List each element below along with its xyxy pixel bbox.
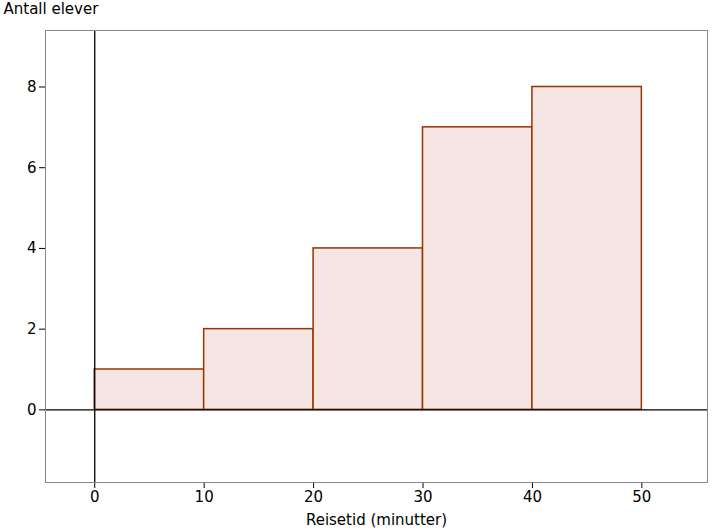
svg-text:8: 8 [27, 78, 37, 96]
svg-text:Antall elever: Antall elever [4, 0, 100, 18]
svg-text:2: 2 [27, 320, 37, 338]
svg-text:6: 6 [27, 159, 37, 177]
svg-text:10: 10 [195, 488, 214, 506]
svg-text:30: 30 [413, 488, 432, 506]
svg-text:40: 40 [523, 488, 542, 506]
svg-text:4: 4 [27, 239, 37, 257]
svg-text:Reisetid (minutter): Reisetid (minutter) [306, 511, 447, 529]
svg-text:20: 20 [304, 488, 323, 506]
svg-text:0: 0 [27, 401, 37, 419]
svg-text:50: 50 [632, 488, 651, 506]
svg-text:0: 0 [90, 488, 100, 506]
